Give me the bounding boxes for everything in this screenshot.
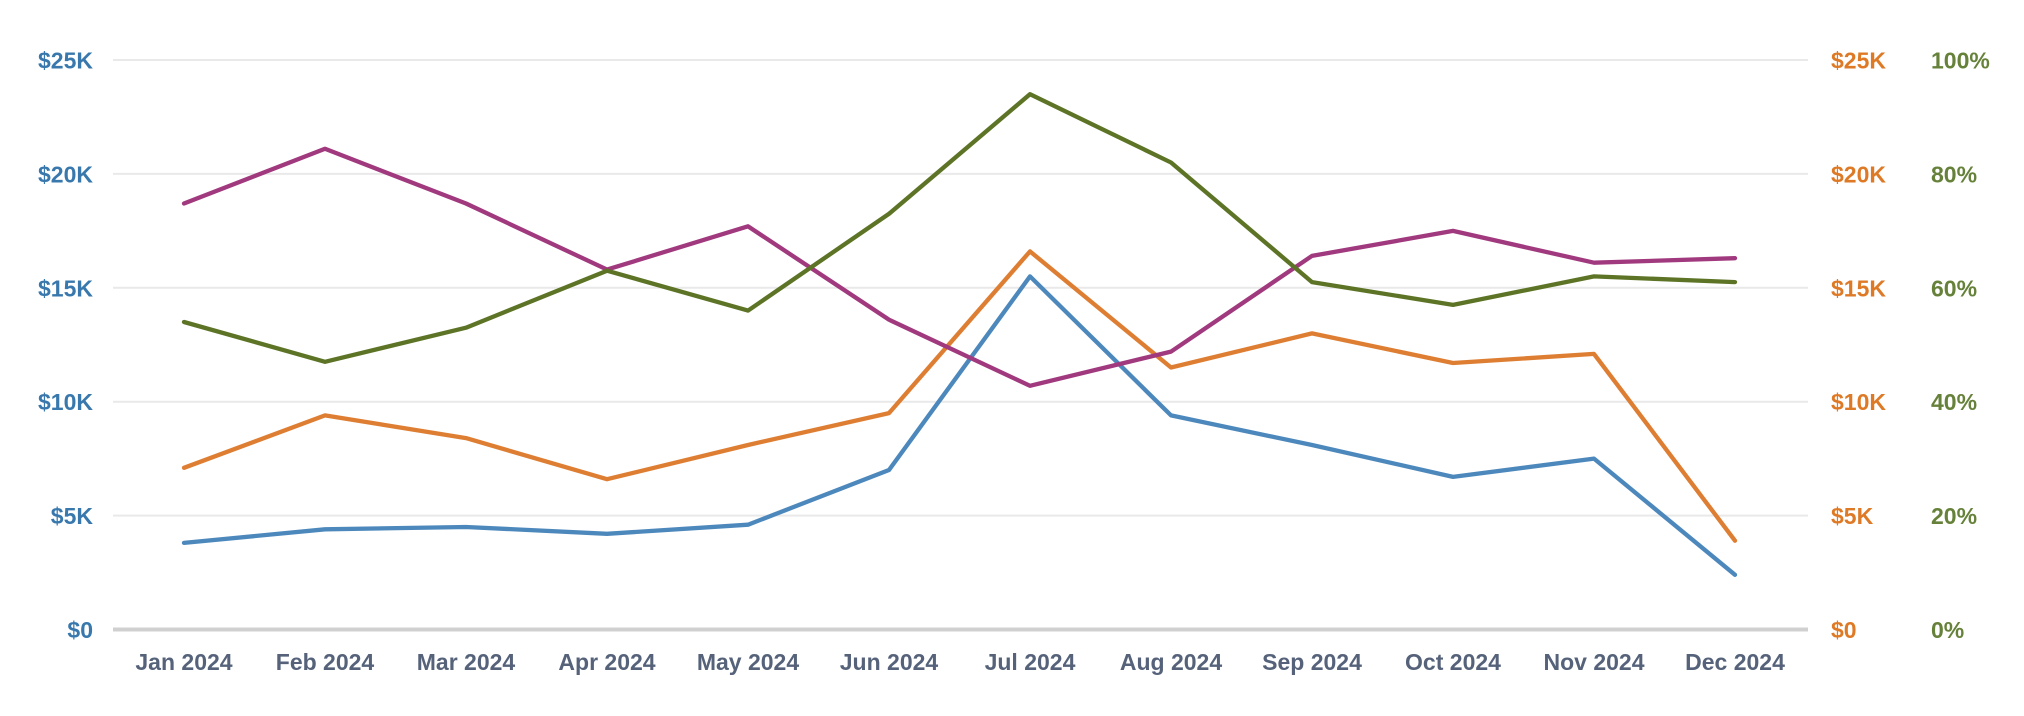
right-money-axis-tick-label: $5K xyxy=(1831,503,1874,529)
left-money-axis-tick-label: $0 xyxy=(67,617,93,643)
x-axis-month-label: Sep 2024 xyxy=(1262,649,1362,675)
left-money-axis-tick-label: $20K xyxy=(38,161,93,187)
right-percent-axis-tick-label: 60% xyxy=(1931,275,1977,301)
left-money-axis-labels: $25K $20K $15K $10K $5K $0 xyxy=(38,48,93,644)
x-axis-month-label: Jan 2024 xyxy=(135,649,232,675)
x-axis-month-label: May 2024 xyxy=(697,649,800,675)
x-axis-month-label: Apr 2024 xyxy=(558,649,655,675)
right-percent-axis-tick-label: 100% xyxy=(1931,48,1990,74)
blue-series-line xyxy=(181,274,1738,577)
magenta-series-line xyxy=(181,146,1738,388)
x-axis-month-label: Nov 2024 xyxy=(1543,649,1644,675)
olive-series-line xyxy=(181,92,1738,364)
right-money-axis-tick-label: $25K xyxy=(1831,48,1886,74)
right-percent-axis-tick-label: 40% xyxy=(1931,389,1977,415)
right-percent-axis-tick-label: 20% xyxy=(1931,503,1977,529)
left-money-axis-tick-label: $10K xyxy=(38,389,93,415)
x-axis-month-label: Jul 2024 xyxy=(985,649,1076,675)
x-axis-month-label: Mar 2024 xyxy=(417,649,516,675)
x-axis-month-label: Aug 2024 xyxy=(1120,649,1222,675)
x-axis-labels: Jan 2024 Feb 2024 Mar 2024 Apr 2024 May 2024… xyxy=(135,649,1785,675)
right-percent-axis-labels: 100% 80% 60% 40% 20% 0% xyxy=(1931,48,1990,644)
left-money-axis-tick-label: $15K xyxy=(38,275,93,301)
right-money-axis-tick-label: $20K xyxy=(1831,161,1886,187)
gridlines xyxy=(113,59,1808,632)
right-percent-axis-tick-label: 80% xyxy=(1931,161,1977,187)
left-money-axis-tick-label: $5K xyxy=(51,503,94,529)
right-money-axis-tick-label: $15K xyxy=(1831,275,1886,301)
right-money-axis-tick-label: $10K xyxy=(1831,389,1886,415)
right-percent-axis-tick-label: 0% xyxy=(1931,617,1964,643)
right-money-axis-labels: $25K $20K $15K $10K $5K $0 xyxy=(1831,48,1886,644)
x-axis-month-label: Jun 2024 xyxy=(840,649,939,675)
x-axis-month-label: Dec 2024 xyxy=(1685,649,1785,675)
right-money-axis-tick-label: $0 xyxy=(1831,617,1857,643)
x-axis-month-label: Feb 2024 xyxy=(276,649,375,675)
x-axis-month-label: Oct 2024 xyxy=(1405,649,1501,675)
left-money-axis-tick-label: $25K xyxy=(38,48,93,74)
orange-series-line xyxy=(181,249,1738,543)
